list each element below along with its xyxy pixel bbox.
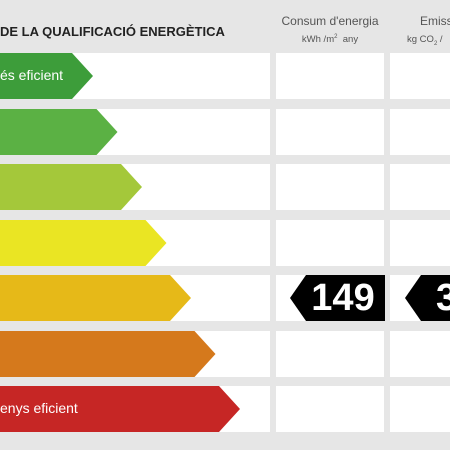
band-label: és eficient xyxy=(0,67,64,83)
emissions-cell xyxy=(390,164,450,210)
emissions-rating-value: 3 xyxy=(436,277,450,319)
emissions-column-title: Emissi xyxy=(420,14,450,28)
rating-band-arrow xyxy=(0,275,191,321)
energy-cell xyxy=(276,53,384,99)
energy-cell xyxy=(276,219,384,266)
rating-row: 149 3 xyxy=(0,275,450,321)
emissions-cell xyxy=(390,108,450,155)
energy-cell xyxy=(276,164,384,210)
rating-band-arrow xyxy=(0,53,93,99)
energy-column-unit: kWh /m2 any xyxy=(301,34,359,46)
rating-band-arrow xyxy=(0,386,240,432)
emissions-cell xyxy=(390,330,450,377)
emissions-cell xyxy=(390,219,450,266)
energy-cell xyxy=(276,330,384,377)
energy-cell xyxy=(276,108,384,155)
energy-cell xyxy=(276,386,384,432)
rating-band-arrow xyxy=(0,330,216,377)
rating-row xyxy=(0,108,450,155)
emissions-header: Emissi kg CO2 / xyxy=(390,14,450,47)
emissions-rating-marker xyxy=(405,275,450,321)
band-label: enys eficient xyxy=(0,400,78,416)
rating-row: enys eficient xyxy=(0,386,450,432)
rating-band-arrow xyxy=(0,219,167,266)
emissions-cell xyxy=(390,53,450,99)
rating-band-arrow xyxy=(0,108,118,155)
rating-band-arrow xyxy=(0,164,142,210)
rating-row xyxy=(0,164,450,210)
rating-row: és eficient xyxy=(0,53,450,99)
energy-column-title: Consum d'energia xyxy=(281,14,379,28)
header-title: DE LA QUALIFICACIÓ ENERGÈTICA xyxy=(0,24,225,39)
rating-row xyxy=(0,330,450,377)
energy-rating-value: 149 xyxy=(311,277,375,319)
energy-consumption-header: Consum d'energia kWh /m2 any xyxy=(276,14,384,45)
emissions-column-unit: kg CO2 / xyxy=(407,34,443,47)
rating-row xyxy=(0,219,450,266)
emissions-cell xyxy=(390,386,450,432)
energy-rating-marker xyxy=(290,275,385,321)
